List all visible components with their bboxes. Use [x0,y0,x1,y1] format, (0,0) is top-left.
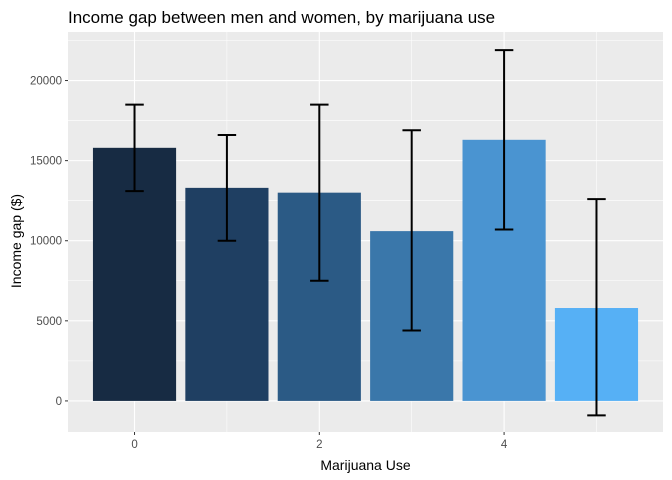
y-tick-label: 0 [56,396,62,408]
y-tick-label: 20000 [30,76,62,88]
y-tick-label: 5000 [36,316,62,328]
x-tick-label: 2 [316,439,322,451]
y-tick-label: 10000 [30,236,62,248]
error-bar-4 [494,49,514,231]
error-bar-2 [310,103,329,282]
x-axis-title: Marijuana Use [320,457,410,473]
x-axis: 0 2 4 [131,432,508,451]
chart-title: Income gap between men and women, by mar… [68,8,495,27]
error-bar-3 [402,129,421,332]
y-tick-label: 15000 [30,156,62,168]
y-axis-title: Income gap ($) [8,194,24,288]
y-axis: 0 5000 10000 15000 20000 [30,76,68,408]
error-bar-0 [125,103,144,193]
error-bars [125,49,606,417]
x-tick-label: 0 [131,439,137,451]
error-bar-5 [587,198,606,417]
error-bar-1 [217,134,237,242]
x-tick-label: 4 [501,439,508,451]
